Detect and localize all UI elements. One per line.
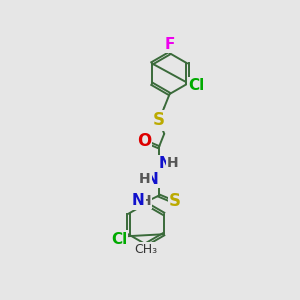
Text: O: O bbox=[137, 132, 151, 150]
Text: F: F bbox=[164, 37, 175, 52]
Text: H: H bbox=[167, 156, 178, 170]
Text: CH₃: CH₃ bbox=[134, 243, 158, 256]
Text: S: S bbox=[169, 192, 181, 210]
Text: N: N bbox=[132, 194, 145, 208]
Text: H: H bbox=[139, 172, 151, 186]
Text: S: S bbox=[153, 111, 165, 129]
Text: H: H bbox=[140, 194, 151, 208]
Text: N: N bbox=[146, 172, 159, 187]
Text: Cl: Cl bbox=[111, 232, 127, 247]
Text: N: N bbox=[159, 156, 172, 171]
Text: Cl: Cl bbox=[188, 79, 205, 94]
